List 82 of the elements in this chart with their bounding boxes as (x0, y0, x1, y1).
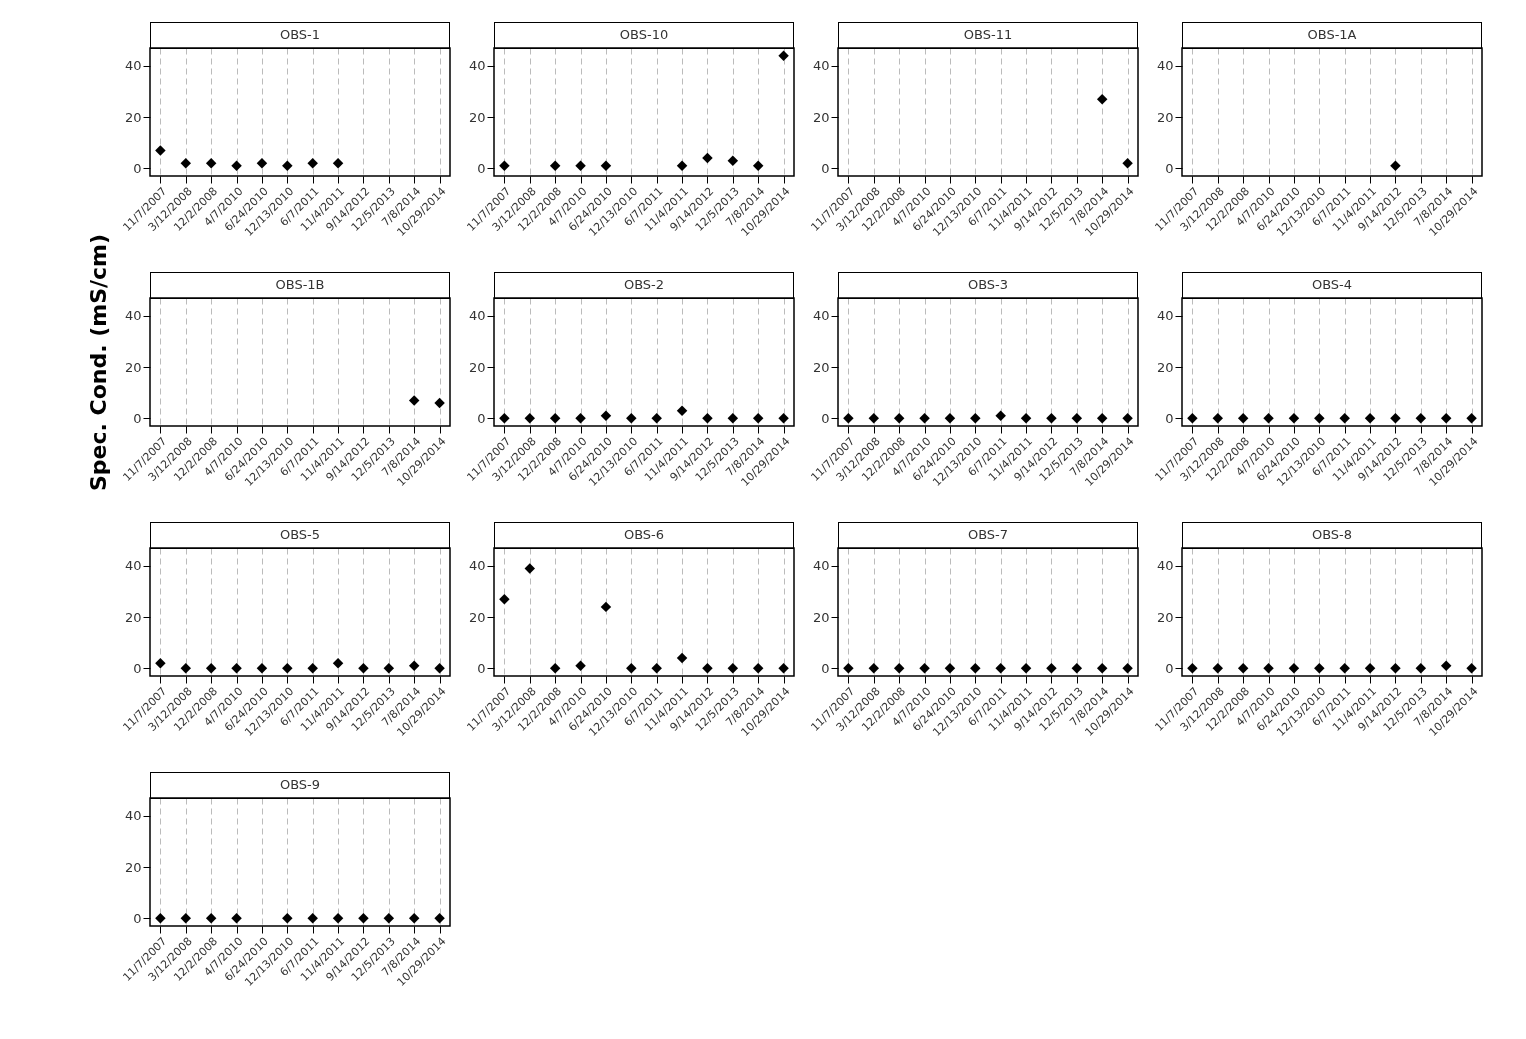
point (676, 652, 688, 664)
y-tick-label: 40 (468, 308, 486, 324)
y-tick-label: 20 (468, 359, 486, 375)
point (231, 160, 242, 171)
y-tick-label: 20 (468, 609, 486, 625)
point (702, 152, 713, 164)
y-tick-label: 20 (812, 609, 830, 625)
y-tick-label: 0 (133, 160, 142, 176)
chart-title: OBS-2 (623, 277, 665, 292)
y-tick-label: 0 (133, 410, 142, 426)
y-tick-label: 0 (821, 660, 830, 676)
point (549, 160, 561, 171)
point (727, 663, 739, 674)
y-tick-label: 0 (1165, 160, 1174, 176)
y-tick-label: 40 (124, 308, 142, 324)
y-tick-label: 40 (468, 558, 486, 574)
point (307, 157, 318, 169)
point (778, 663, 789, 674)
point (600, 601, 612, 613)
point (524, 563, 536, 574)
y-tick-label: 20 (812, 109, 830, 125)
y-tick-label: 20 (1156, 359, 1174, 375)
y-tick-label: 0 (477, 160, 486, 176)
chart-title: OBS-10 (619, 27, 669, 42)
point (752, 663, 764, 674)
chart-title: OBS-3 (967, 277, 1009, 292)
point (180, 157, 192, 169)
chart-title: OBS-1 (279, 27, 321, 42)
chart-title: OBS-9 (279, 777, 321, 792)
y-tick-label: 20 (1156, 109, 1174, 125)
point (282, 160, 293, 171)
chart-title: OBS-6 (623, 527, 665, 542)
y-tick-label: 0 (821, 410, 830, 426)
point (256, 157, 268, 169)
y-tick-label: 40 (812, 558, 830, 574)
y-tick-label: 40 (812, 308, 830, 324)
y-tick-label: 40 (1156, 58, 1174, 74)
y-tick-label: 0 (1165, 410, 1174, 426)
point (651, 663, 662, 674)
point (549, 663, 561, 674)
point (332, 157, 344, 169)
y-tick-label: 0 (821, 160, 830, 176)
y-tick-label: 20 (468, 109, 486, 125)
point (702, 663, 713, 674)
point (752, 160, 764, 171)
point (575, 660, 586, 671)
y-axis-title: Spec. Cond. (mS/cm) (85, 233, 111, 492)
point (676, 160, 688, 171)
y-tick-label: 0 (133, 910, 142, 926)
point (575, 160, 586, 171)
y-tick-label: 40 (1156, 308, 1174, 324)
chart-title: OBS-4 (1311, 277, 1353, 292)
point (626, 663, 637, 674)
y-tick-label: 20 (124, 859, 142, 875)
point (600, 160, 612, 171)
y-tick-label: 20 (124, 109, 142, 125)
y-tick-label: 40 (124, 808, 142, 824)
y-tick-label: 0 (477, 410, 486, 426)
chart-title: OBS-8 (1311, 527, 1353, 542)
chart-title: OBS-7 (967, 527, 1009, 542)
point (205, 157, 217, 169)
point (727, 155, 739, 166)
y-tick-label: 40 (812, 58, 830, 74)
y-tick-label: 40 (124, 558, 142, 574)
point (155, 145, 166, 156)
point (499, 593, 510, 605)
y-tick-label: 0 (133, 660, 142, 676)
y-tick-label: 20 (124, 609, 142, 625)
chart-title: OBS-1A (1307, 27, 1357, 42)
y-tick-label: 40 (468, 58, 486, 74)
chart-title: OBS-5 (279, 527, 321, 542)
point (499, 160, 510, 171)
y-tick-label: 0 (477, 660, 486, 676)
y-tick-label: 20 (1156, 609, 1174, 625)
chart-title: OBS-11 (963, 27, 1013, 42)
chart-title: OBS-1B (275, 277, 325, 292)
y-tick-label: 20 (812, 359, 830, 375)
point (778, 50, 789, 61)
y-tick-label: 20 (124, 359, 142, 375)
y-tick-label: 40 (1156, 558, 1174, 574)
y-tick-label: 0 (1165, 660, 1174, 676)
y-tick-label: 40 (124, 58, 142, 74)
